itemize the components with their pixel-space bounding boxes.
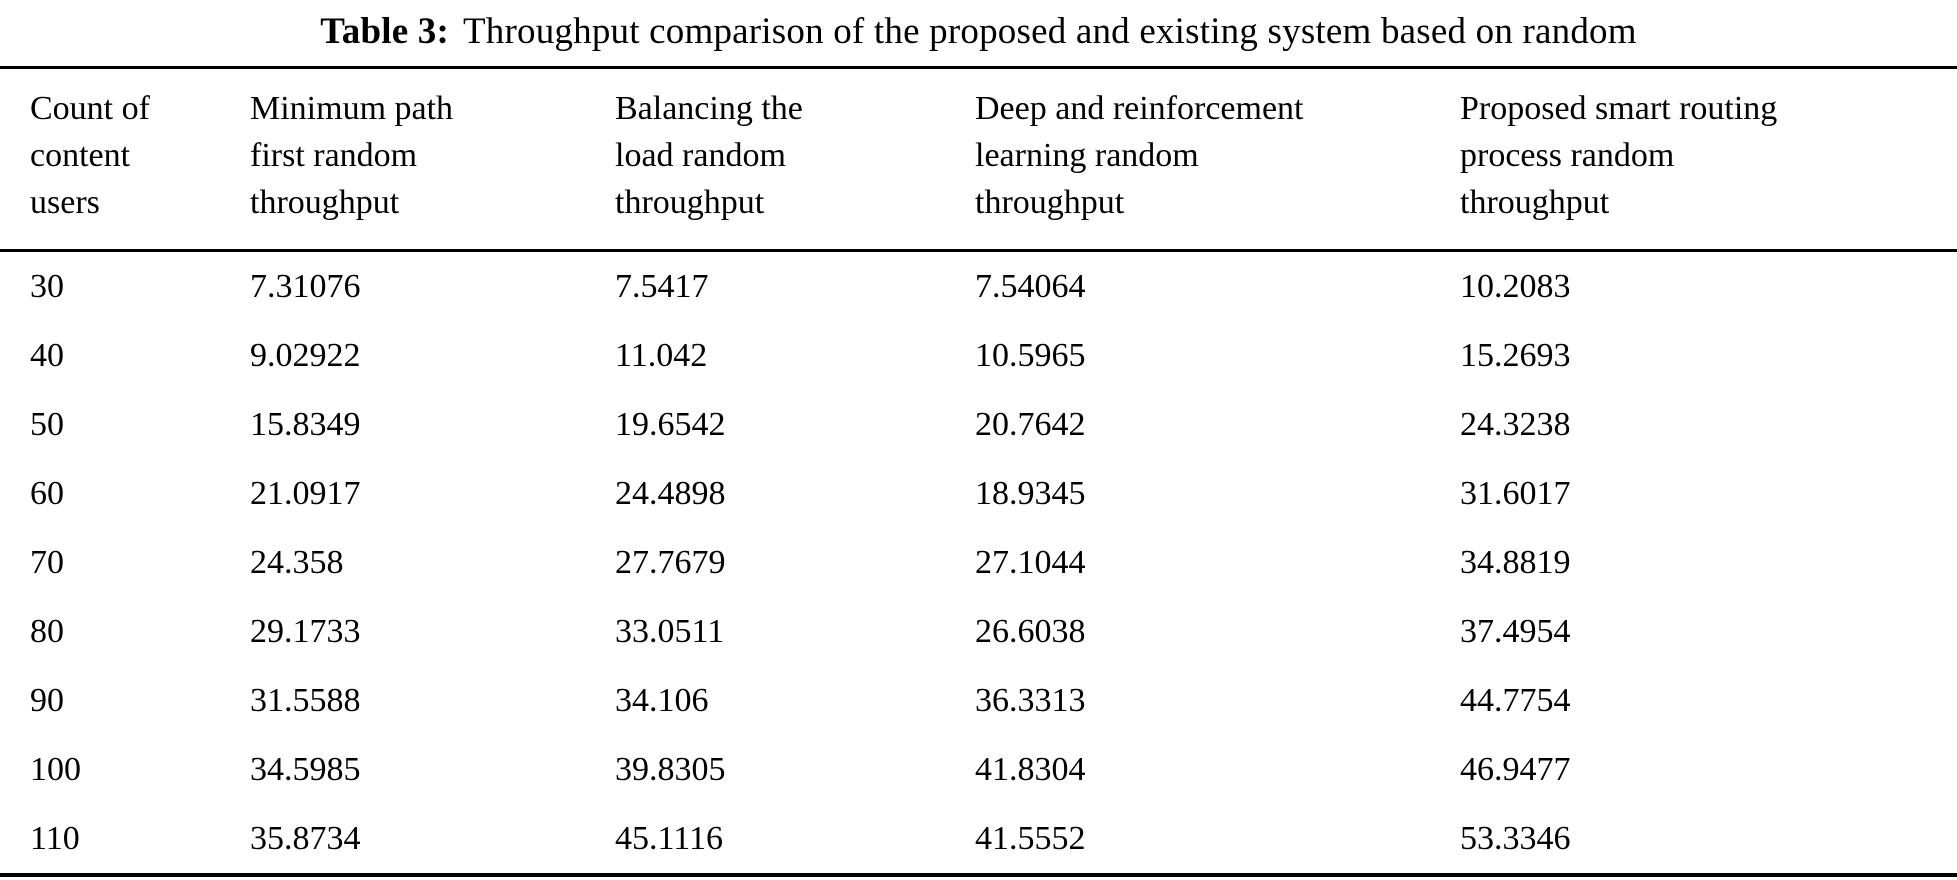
throughput-comparison-table: Count of content users Minimum path first… [0,66,1957,877]
throughput-value-cell: 11.042 [615,336,708,374]
count-of-users-cell: 80 [30,612,64,650]
table-row: 110 35.8734 45.1116 41.5552 53.3346 [0,804,1957,875]
throughput-value-cell: 20.7642 [975,405,1086,443]
throughput-value-cell: 39.8305 [615,750,726,788]
throughput-value-cell: 37.4954 [1460,612,1571,650]
throughput-value-cell: 34.8819 [1460,543,1571,581]
throughput-value-cell: 35.8734 [250,819,361,857]
throughput-value-cell: 10.2083 [1460,267,1571,305]
throughput-value-cell: 34.106 [615,681,709,719]
throughput-value-cell: 31.6017 [1460,474,1571,512]
throughput-value-cell: 18.9345 [975,474,1086,512]
throughput-value-cell: 27.7679 [615,543,726,581]
throughput-value-cell: 33.0511 [615,612,725,650]
column-header-1: Minimum path first random throughput [250,67,615,252]
throughput-value-cell: 46.9477 [1460,750,1571,788]
throughput-value-cell: 41.5552 [975,819,1086,857]
throughput-value-cell: 9.02922 [250,336,361,374]
throughput-value-cell: 7.31076 [250,267,361,305]
table-row: 80 29.1733 33.0511 26.6038 37.4954 [0,597,1957,666]
throughput-value-cell: 29.1733 [250,612,361,650]
count-of-users-cell: 100 [30,750,81,788]
throughput-value-cell: 36.3313 [975,681,1086,719]
throughput-value-cell: 19.6542 [615,405,726,443]
column-header-2: Balancing the load random throughput [615,67,975,252]
table-header: Count of content users Minimum path first… [0,67,1957,252]
count-of-users-cell: 60 [30,474,64,512]
table-caption-text: Throughput comparison of the proposed an… [463,11,1637,52]
count-of-users-cell: 40 [30,336,64,374]
throughput-value-cell: 53.3346 [1460,819,1571,857]
throughput-value-cell: 15.2693 [1460,336,1571,374]
throughput-value-cell: 21.0917 [250,474,361,512]
column-header-0: Count of content users [0,67,250,252]
throughput-value-cell: 45.1116 [615,819,723,857]
table-row: 100 34.5985 39.8305 41.8304 46.9477 [0,735,1957,804]
column-header-4: Proposed smart routing process random th… [1460,67,1957,252]
throughput-value-cell: 7.5417 [615,267,709,305]
table-row: 40 9.02922 11.042 10.5965 15.2693 [0,321,1957,390]
throughput-value-cell: 44.7754 [1460,681,1571,719]
table-body: 30 7.31076 7.5417 7.54064 10.2083 40 9.02922 11… [0,251,1957,876]
throughput-value-cell: 10.5965 [975,336,1086,374]
throughput-value-cell: 24.3238 [1460,405,1571,443]
throughput-value-cell: 7.54064 [975,267,1086,305]
count-of-users-cell: 50 [30,405,64,443]
throughput-value-cell: 26.6038 [975,612,1086,650]
table-row: 90 31.5588 34.106 36.3313 44.7754 [0,666,1957,735]
table-row: 60 21.0917 24.4898 18.9345 31.6017 [0,459,1957,528]
throughput-value-cell: 31.5588 [250,681,361,719]
count-of-users-cell: 30 [30,267,64,305]
throughput-value-cell: 24.358 [250,543,344,581]
count-of-users-cell: 70 [30,543,64,581]
throughput-value-cell: 24.4898 [615,474,726,512]
table-caption: Table 3: Throughput comparison of the pro… [0,0,1957,66]
throughput-value-cell: 41.8304 [975,750,1086,788]
count-of-users-cell: 110 [30,819,80,857]
table-row: 30 7.31076 7.5417 7.54064 10.2083 [0,251,1957,322]
column-header-3: Deep and reinforcement learning random t… [975,67,1460,252]
table-row: 50 15.8349 19.6542 20.7642 24.3238 [0,390,1957,459]
count-of-users-cell: 90 [30,681,64,719]
throughput-value-cell: 34.5985 [250,750,361,788]
header-row: Count of content users Minimum path first… [0,67,1957,252]
throughput-value-cell: 27.1044 [975,543,1086,581]
throughput-value-cell: 15.8349 [250,405,361,443]
table-caption-label: Table 3: [320,11,449,52]
table-row: 70 24.358 27.7679 27.1044 34.8819 [0,528,1957,597]
